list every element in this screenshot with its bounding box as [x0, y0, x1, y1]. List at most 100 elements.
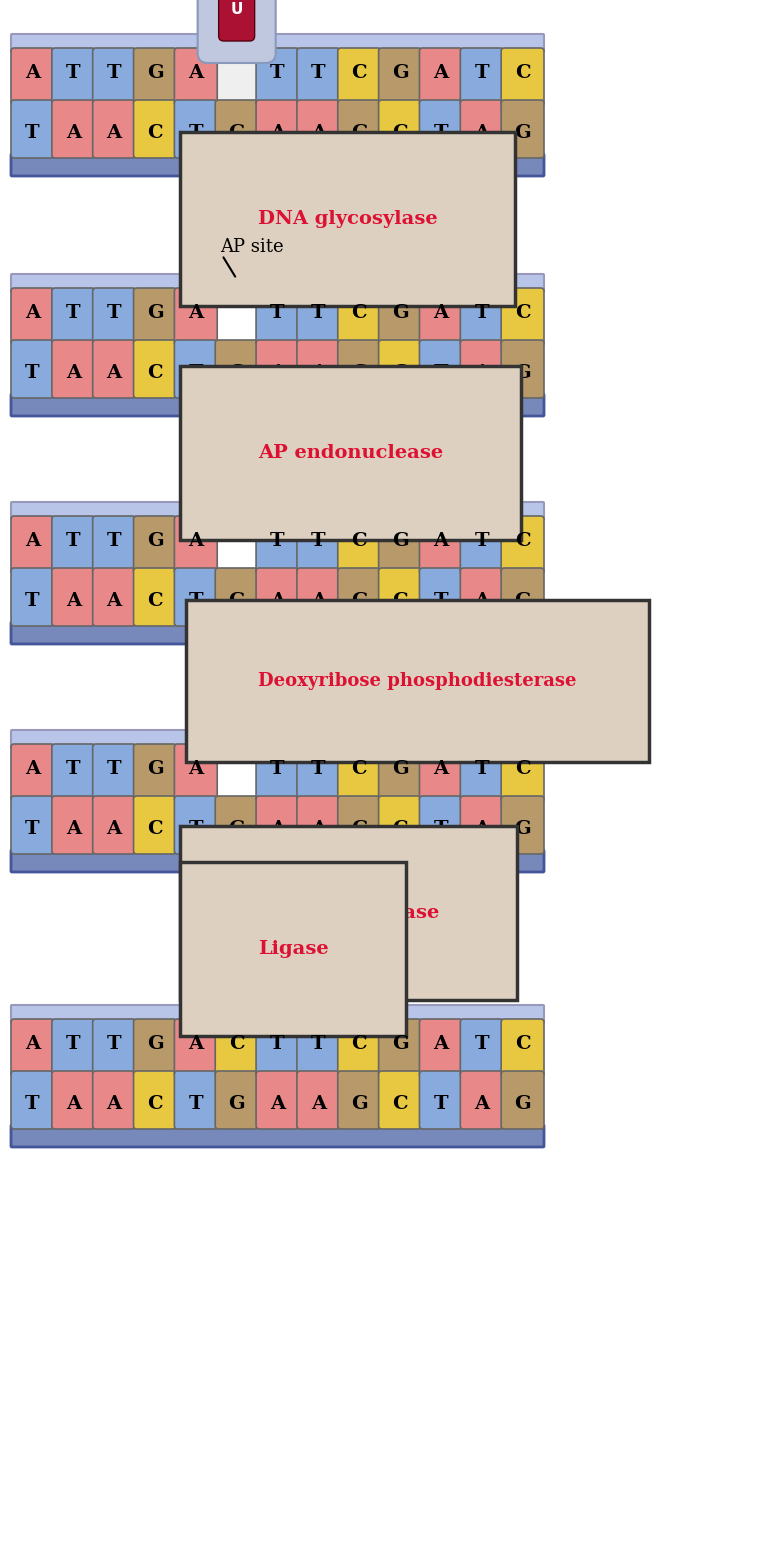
Text: T: T [474, 1035, 489, 1052]
Text: G: G [228, 819, 245, 838]
FancyBboxPatch shape [197, 0, 276, 64]
Text: T: T [474, 64, 489, 82]
Text: T: T [25, 591, 39, 610]
Text: G: G [228, 365, 245, 382]
FancyBboxPatch shape [11, 154, 544, 175]
FancyBboxPatch shape [11, 515, 54, 574]
FancyBboxPatch shape [134, 796, 176, 854]
Text: A: A [66, 1096, 80, 1113]
Text: G: G [351, 365, 367, 382]
Text: T: T [107, 760, 121, 778]
FancyBboxPatch shape [460, 340, 503, 397]
Text: A: A [106, 819, 121, 838]
FancyBboxPatch shape [52, 340, 95, 397]
Text: G: G [392, 304, 408, 321]
FancyBboxPatch shape [338, 99, 380, 158]
FancyBboxPatch shape [216, 796, 258, 854]
FancyBboxPatch shape [297, 340, 340, 397]
Text: T: T [433, 1096, 449, 1113]
Text: A: A [106, 591, 121, 610]
FancyBboxPatch shape [11, 289, 54, 346]
FancyBboxPatch shape [501, 340, 544, 397]
Text: G: G [146, 64, 163, 82]
FancyBboxPatch shape [256, 729, 544, 748]
Text: T: T [311, 1035, 326, 1052]
FancyBboxPatch shape [256, 289, 299, 346]
FancyBboxPatch shape [216, 1020, 258, 1077]
Text: AP site: AP site [220, 237, 284, 256]
FancyBboxPatch shape [256, 501, 544, 520]
Text: G: G [351, 591, 367, 610]
Text: C: C [515, 64, 531, 82]
Text: A: A [310, 591, 326, 610]
FancyBboxPatch shape [216, 48, 258, 106]
FancyBboxPatch shape [501, 99, 544, 158]
FancyBboxPatch shape [52, 289, 95, 346]
FancyBboxPatch shape [379, 568, 421, 625]
Text: C: C [392, 819, 408, 838]
Text: G: G [392, 1035, 408, 1052]
Text: AP endonuclease: AP endonuclease [258, 444, 443, 462]
Text: C: C [147, 124, 162, 141]
FancyBboxPatch shape [52, 568, 95, 625]
FancyBboxPatch shape [93, 568, 136, 625]
FancyBboxPatch shape [338, 796, 380, 854]
FancyBboxPatch shape [93, 796, 136, 854]
Text: C: C [351, 64, 367, 82]
FancyBboxPatch shape [379, 743, 421, 802]
Text: A: A [474, 1096, 490, 1113]
Text: C: C [351, 1035, 367, 1052]
FancyBboxPatch shape [11, 501, 217, 520]
FancyBboxPatch shape [11, 1071, 54, 1128]
FancyBboxPatch shape [420, 99, 462, 158]
Text: G: G [392, 64, 408, 82]
FancyBboxPatch shape [11, 743, 54, 802]
FancyBboxPatch shape [256, 743, 299, 802]
FancyBboxPatch shape [93, 1020, 136, 1077]
Text: A: A [310, 365, 326, 382]
FancyBboxPatch shape [297, 568, 340, 625]
Text: A: A [474, 591, 490, 610]
Text: C: C [515, 760, 531, 778]
FancyBboxPatch shape [216, 340, 258, 397]
FancyBboxPatch shape [460, 48, 503, 106]
Text: T: T [311, 304, 326, 321]
FancyBboxPatch shape [338, 48, 380, 106]
Text: T: T [270, 304, 285, 321]
Text: T: T [107, 304, 121, 321]
FancyBboxPatch shape [52, 796, 95, 854]
Text: T: T [25, 365, 39, 382]
FancyBboxPatch shape [256, 340, 299, 397]
FancyBboxPatch shape [175, 48, 217, 106]
Text: A: A [188, 1035, 203, 1052]
Text: A: A [106, 1096, 121, 1113]
FancyBboxPatch shape [134, 1071, 176, 1128]
FancyBboxPatch shape [134, 743, 176, 802]
FancyBboxPatch shape [93, 340, 136, 397]
Text: DNA polymerase: DNA polymerase [258, 903, 439, 922]
Text: A: A [25, 64, 40, 82]
Text: G: G [228, 591, 245, 610]
Text: A: A [270, 591, 285, 610]
Text: C: C [392, 591, 408, 610]
FancyBboxPatch shape [338, 1020, 380, 1077]
Text: A: A [310, 819, 326, 838]
Text: A: A [66, 365, 80, 382]
FancyBboxPatch shape [134, 99, 176, 158]
FancyBboxPatch shape [338, 289, 380, 346]
FancyBboxPatch shape [379, 1071, 421, 1128]
Text: A: A [433, 1035, 449, 1052]
FancyBboxPatch shape [420, 340, 462, 397]
FancyBboxPatch shape [460, 1020, 503, 1077]
FancyBboxPatch shape [93, 289, 136, 346]
FancyBboxPatch shape [460, 743, 503, 802]
FancyBboxPatch shape [93, 515, 136, 574]
Text: A: A [474, 365, 490, 382]
FancyBboxPatch shape [420, 48, 462, 106]
FancyBboxPatch shape [134, 568, 176, 625]
FancyBboxPatch shape [219, 0, 255, 40]
Text: A: A [66, 591, 80, 610]
Text: T: T [311, 64, 326, 82]
Text: C: C [515, 304, 531, 321]
Text: T: T [270, 532, 285, 549]
